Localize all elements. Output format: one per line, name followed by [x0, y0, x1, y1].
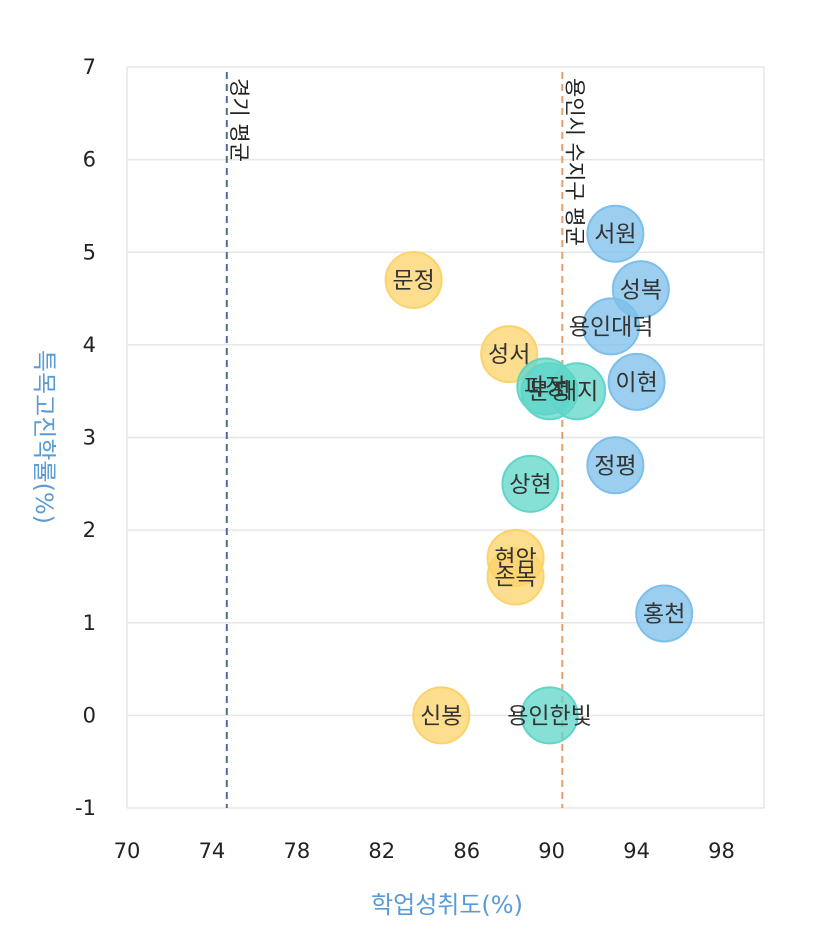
y-tick-label: 0: [83, 703, 96, 727]
data-point: [501, 454, 560, 513]
y-tick-label: 5: [83, 240, 96, 264]
reference-line-label: 경기 평균: [227, 78, 251, 162]
data-point: [520, 362, 579, 421]
y-tick-label: 6: [83, 148, 96, 172]
y-tick-label: 2: [83, 518, 96, 542]
data-point: [384, 251, 443, 310]
gridlines: [126, 66, 765, 809]
data-point-label: 문정: [392, 268, 434, 294]
x-tick-label: 94: [623, 839, 650, 863]
data-point: [412, 686, 471, 745]
data-point-label: 성서: [488, 342, 530, 368]
data-point-label: 파장: [524, 375, 566, 401]
data-point-label: 서원: [594, 222, 636, 248]
axis-ticks: -1 0 1 2 3 4 5 6 7 70 74 78 82 86 90 94 98: [75, 55, 735, 863]
data-point-label: 신봉: [420, 703, 462, 729]
data-point: [520, 686, 579, 745]
data-points: [384, 204, 694, 745]
data-point-label: 문정: [528, 379, 570, 405]
x-tick-label: 82: [368, 839, 395, 863]
y-tick-label: 4: [83, 333, 96, 357]
data-point: [586, 204, 645, 263]
data-point: [586, 436, 645, 495]
x-tick-label: 86: [453, 839, 480, 863]
y-tick-label: -1: [75, 796, 96, 820]
data-point-label: 상현: [509, 472, 551, 498]
reference-line-label: 용인시 수지구 평균: [562, 78, 586, 246]
data-point-label: 이현: [615, 370, 657, 396]
data-point-label: 손목: [494, 564, 536, 590]
data-point-label: 현암: [494, 546, 536, 572]
data-point-label: 용인대덕: [569, 314, 654, 340]
reference-lines: 경기 평균 용인시 수지구 평균: [225, 72, 586, 808]
x-tick-label: 90: [538, 839, 565, 863]
data-point-label: 용인한빛: [507, 703, 592, 729]
data-point-label: 대지: [556, 379, 598, 405]
data-point: [607, 352, 666, 411]
y-axis-title: 특목고진학률(%): [30, 350, 58, 524]
data-point: [635, 584, 694, 643]
x-tick-label: 98: [708, 839, 735, 863]
data-point-label: 성복: [620, 277, 662, 303]
x-tick-label: 78: [283, 839, 310, 863]
data-point-label: 홍천: [643, 601, 685, 627]
x-tick-label: 70: [114, 839, 141, 863]
data-point: [486, 547, 545, 606]
data-point: [582, 297, 641, 356]
y-tick-label: 7: [83, 55, 96, 79]
y-tick-label: 3: [83, 426, 96, 450]
data-point-label: 정평: [594, 453, 636, 479]
x-tick-label: 74: [199, 839, 226, 863]
y-tick-label: 1: [83, 611, 96, 635]
x-axis-title: 학업성취도(%): [371, 891, 523, 919]
